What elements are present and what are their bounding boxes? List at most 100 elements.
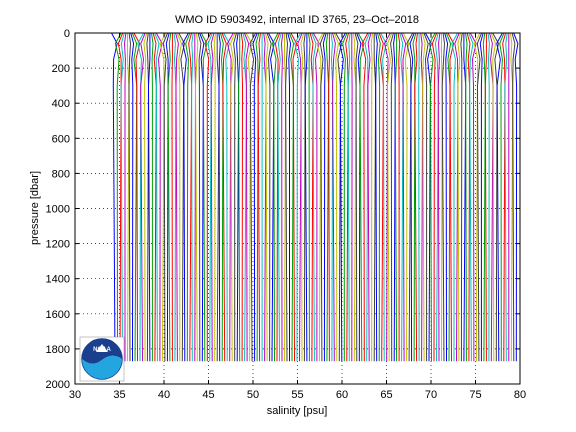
profile-line (238, 33, 241, 362)
y-tick-label: 2000 (46, 379, 70, 391)
profile-line (434, 32, 439, 362)
profile-line (487, 32, 490, 362)
profile-line (277, 32, 282, 362)
profile-line (162, 32, 169, 362)
profile-line (284, 33, 287, 362)
profile-line (264, 32, 269, 362)
profile-line (252, 32, 258, 362)
profile-line (249, 32, 257, 362)
profile-line (451, 32, 459, 362)
profile-line (460, 32, 463, 362)
y-tick-label: 1400 (46, 274, 70, 286)
profile-line (490, 32, 497, 362)
profile-line (242, 32, 247, 362)
profile-line (257, 32, 261, 362)
x-tick-label: 60 (336, 389, 348, 401)
profile-line (376, 32, 381, 362)
profile-line (147, 33, 151, 362)
x-tick-label: 65 (380, 389, 392, 401)
profile-line (492, 32, 500, 362)
x-tick-label: 55 (291, 389, 303, 401)
profile-line (373, 33, 377, 362)
x-tick-labels: 30 35 40 45 50 55 60 65 70 75 80 (69, 389, 526, 401)
profile-line (287, 32, 292, 362)
profile-line (352, 32, 357, 362)
profile-line (140, 32, 146, 362)
profile-line (176, 32, 183, 362)
profile-line (499, 32, 505, 362)
profile-line (146, 32, 150, 362)
profile-line (219, 32, 224, 362)
profile-line (285, 32, 289, 362)
profile-line (414, 32, 418, 362)
profile-line (335, 32, 343, 362)
profile-line (165, 32, 170, 362)
profile-line (378, 32, 384, 362)
profile-line (155, 32, 163, 362)
profile-line (444, 32, 449, 362)
profile-line (197, 32, 202, 362)
profile-line (280, 32, 284, 362)
profile-line (152, 32, 157, 362)
profile-line (509, 32, 514, 362)
profile-line (167, 32, 172, 362)
profile-line (399, 32, 404, 362)
profile-line (143, 32, 148, 362)
noaa-logo-text: NOAA (93, 347, 111, 353)
profile-line (347, 32, 351, 362)
profile-line (290, 32, 298, 362)
profile-line (216, 33, 220, 362)
profile-line (423, 32, 429, 362)
profile-line (441, 32, 446, 362)
profile-line (332, 32, 336, 362)
x-tick-label: 40 (158, 389, 170, 401)
profile-line (123, 32, 127, 362)
y-axis-label: pressure [dbar] (29, 171, 41, 245)
profile-line (304, 33, 308, 362)
profile-line (255, 32, 260, 362)
profile-line (263, 32, 267, 362)
profile-line (390, 32, 394, 362)
profile-line (159, 32, 167, 362)
profile-line (394, 33, 398, 362)
profile-line (424, 32, 432, 362)
profile-line (210, 32, 215, 362)
profile-line (300, 32, 305, 362)
profile-line (468, 32, 474, 362)
y-tick-label: 800 (52, 168, 70, 180)
profile-line (137, 32, 145, 362)
profile-line (233, 32, 237, 362)
profile-line (245, 32, 253, 362)
y-tick-label: 1000 (46, 204, 70, 216)
y-tick-labels: 0 200 400 600 800 1000 1200 1400 1600 1800 2000 (46, 28, 70, 391)
x-tick-label: 70 (425, 389, 437, 401)
profile-line (178, 32, 186, 362)
chart-title: WMO ID 5903492, internal ID 3765, 23–Oct… (175, 14, 419, 26)
x-axis-label: salinity [psu] (267, 405, 328, 417)
profile-line (466, 32, 471, 362)
profile-line (117, 32, 124, 362)
profile-line (420, 32, 424, 362)
profile-line (454, 32, 460, 362)
profile-line (330, 32, 334, 362)
profile-line (447, 32, 455, 362)
profile-line (484, 33, 487, 362)
profile-line (465, 32, 468, 362)
x-tick-label: 45 (202, 389, 214, 401)
profile-line (386, 32, 393, 362)
profile-line (199, 32, 205, 362)
profile-line (511, 32, 516, 362)
profile-line (188, 32, 193, 362)
profile-line (218, 32, 221, 362)
profile-line (437, 32, 441, 362)
profile-line (375, 32, 378, 362)
profile-line (513, 32, 519, 362)
profile-line (182, 32, 189, 362)
profile-line (356, 32, 362, 362)
profile-line (316, 32, 324, 362)
profile-line (131, 32, 138, 362)
y-tick-label: 0 (64, 28, 70, 40)
noaa-logo-icon: NOAA (79, 336, 125, 382)
profile-line (333, 32, 340, 362)
